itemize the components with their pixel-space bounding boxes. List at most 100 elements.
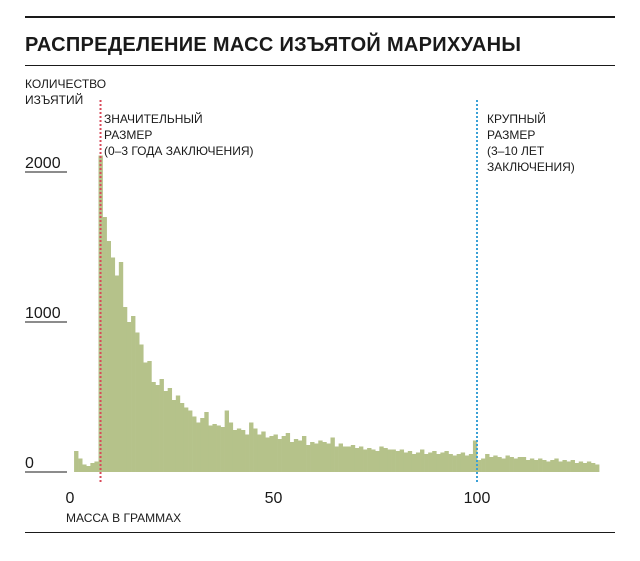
histogram-bar	[497, 457, 502, 472]
histogram-bar	[375, 451, 380, 472]
histogram-bar	[183, 407, 189, 472]
histogram-bar	[509, 457, 514, 472]
histogram-bar	[521, 457, 527, 472]
histogram-bar	[562, 460, 567, 472]
title-divider	[25, 65, 615, 66]
histogram-bar	[306, 445, 311, 472]
histogram-bar	[542, 460, 547, 472]
histogram-bar	[525, 460, 531, 472]
histogram-bar	[415, 452, 421, 472]
histogram-bar	[420, 449, 425, 472]
histogram-bar	[481, 458, 486, 472]
histogram-bar	[301, 436, 307, 472]
histogram-bar	[472, 440, 478, 472]
histogram-bar	[395, 451, 400, 472]
histogram-bar	[338, 443, 343, 472]
histogram-bar	[216, 425, 221, 472]
histogram-bar	[188, 410, 193, 472]
histogram-bar	[554, 458, 559, 472]
chart-title: РАСПРЕДЕЛЕНИЕ МАСС ИЗЪЯТОЙ МАРИХУАНЫ	[25, 34, 522, 56]
bars-group	[74, 155, 600, 472]
histogram-bar	[586, 461, 592, 472]
histogram-bar	[196, 422, 201, 472]
histogram-bar	[179, 403, 185, 472]
large-label-line-3: (3–10 ЛЕТ	[487, 144, 545, 158]
histogram-bar	[171, 400, 177, 472]
histogram-bar	[371, 449, 376, 472]
y-tick-label: 1000	[25, 305, 61, 322]
histogram-bar	[293, 439, 299, 472]
histogram-bar	[566, 461, 571, 472]
x-tick-label: 50	[265, 490, 283, 507]
histogram-bar	[387, 449, 392, 472]
histogram-bar	[236, 428, 242, 472]
histogram-bar	[456, 454, 462, 472]
y-tick-label: 2000	[25, 155, 61, 172]
histogram-bar	[444, 451, 449, 472]
histogram-bar	[358, 446, 364, 472]
histogram-bar	[403, 452, 409, 472]
histogram-bar	[379, 446, 384, 472]
histogram-bar	[533, 460, 539, 472]
large-size-annotation: КРУПНЫЙ РАЗМЕР (3–10 ЛЕТ ЗАКЛЮЧЕНИЯ)	[487, 111, 575, 175]
histogram-bar	[322, 442, 327, 472]
histogram-bar	[399, 449, 405, 472]
bottom-rule	[25, 532, 615, 533]
histogram-bar	[582, 463, 588, 472]
histogram-bar	[167, 388, 173, 472]
histogram-bar	[558, 461, 563, 472]
histogram-bar	[86, 466, 91, 472]
histogram-bar	[147, 361, 152, 472]
y-ticks-group: 0 1000 2000	[25, 155, 67, 473]
histogram-bar	[464, 455, 470, 472]
histogram-bar	[114, 275, 120, 472]
y-tick-label: 0	[25, 455, 34, 472]
histogram-bar	[326, 443, 331, 472]
histogram-bar	[590, 463, 596, 472]
histogram-bar	[407, 451, 413, 472]
histogram-bar	[232, 430, 238, 472]
significant-label-line-1: ЗНАЧИТЕЛЬНЫЙ	[104, 112, 203, 126]
histogram-bar	[489, 457, 494, 472]
significant-label-line-2: РАЗМЕР	[104, 128, 153, 142]
histogram-bar	[428, 452, 433, 472]
histogram-bar	[595, 464, 600, 472]
histogram-bar	[90, 463, 95, 472]
histogram-bar	[285, 433, 291, 472]
histogram-bar	[281, 436, 287, 472]
histogram-bar	[297, 440, 303, 472]
histogram-bar	[517, 457, 523, 472]
histogram-bar	[440, 452, 445, 472]
histogram-bar	[342, 446, 348, 472]
histogram-bar	[411, 454, 417, 472]
histogram-bar	[257, 434, 262, 472]
histogram-bar	[126, 322, 132, 472]
histogram-bar	[436, 454, 441, 472]
histogram-bar	[118, 262, 124, 472]
histogram-bar	[310, 442, 315, 472]
histogram-bar	[102, 217, 107, 472]
y-axis-label: КОЛИЧЕСТВО ИЗЪЯТИЙ	[25, 76, 125, 108]
y-axis-label-line-2: ИЗЪЯТИЙ	[25, 93, 84, 107]
histogram-bar	[131, 316, 136, 472]
histogram-bar	[265, 437, 270, 472]
histogram-bar	[82, 464, 87, 472]
histogram-bar	[485, 454, 490, 472]
histogram-bar	[228, 422, 234, 472]
significant-label-line-3: (0–3 ГОДА ЗАКЛЮЧЕНИЯ)	[104, 144, 254, 158]
histogram-bar	[245, 434, 250, 472]
histogram-bar	[354, 448, 360, 472]
x-tick-label: 100	[464, 490, 491, 507]
significant-size-annotation: ЗНАЧИТЕЛЬНЫЙ РАЗМЕР (0–3 ГОДА ЗАКЛЮЧЕНИЯ…	[104, 111, 254, 159]
histogram-bar	[192, 416, 197, 472]
x-tick-label: 0	[66, 490, 75, 507]
top-rule	[25, 16, 615, 18]
histogram-bar	[249, 422, 254, 472]
histogram-bar	[273, 434, 278, 472]
histogram-bar	[155, 385, 160, 472]
histogram-bar	[139, 344, 144, 472]
histogram-bar	[529, 458, 535, 472]
histogram-bar	[151, 382, 156, 472]
histogram-bar	[220, 427, 225, 472]
